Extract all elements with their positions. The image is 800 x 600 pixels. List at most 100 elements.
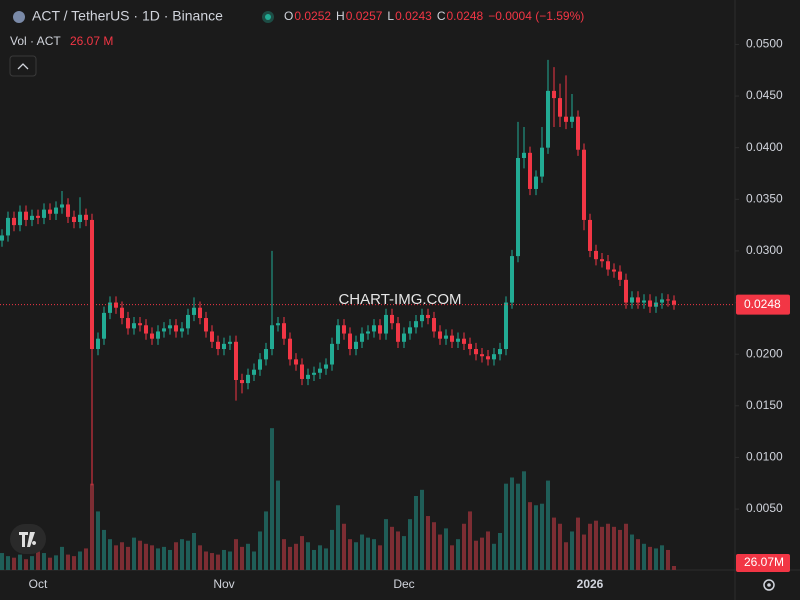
candle-body	[240, 380, 244, 384]
settings-button[interactable]	[763, 579, 775, 591]
volume-bar	[510, 477, 514, 570]
candle-body	[168, 325, 172, 329]
candle-body	[78, 214, 82, 223]
candle-body	[594, 250, 598, 260]
candle-body	[414, 321, 418, 328]
collapse-icon	[17, 63, 29, 70]
candle-body	[186, 314, 190, 329]
candle-body	[6, 217, 10, 236]
volume-bar	[36, 551, 40, 570]
candle-body	[636, 297, 640, 303]
volume-bar	[192, 533, 196, 570]
y-tick-label: 0.0450	[746, 88, 783, 102]
volume-bar	[96, 511, 100, 570]
candle-body	[570, 116, 574, 122]
volume-bar	[534, 505, 538, 570]
candle-body	[534, 176, 538, 189]
volume-bar	[672, 565, 676, 570]
volume-bar	[630, 534, 634, 570]
candle-body	[216, 341, 220, 350]
candle-body	[252, 369, 256, 375]
volume-bar	[246, 543, 250, 570]
volume-bar	[72, 556, 76, 570]
volume-bar	[324, 548, 328, 570]
candle-body	[294, 359, 298, 365]
volume-bar	[384, 519, 388, 570]
plot-area	[0, 43, 739, 570]
candle-body	[246, 374, 250, 384]
volume-bar	[408, 519, 412, 570]
volume-bar	[90, 483, 94, 570]
candle-body	[204, 318, 208, 332]
volume-bar	[18, 554, 22, 570]
volume-bar	[168, 549, 172, 570]
candle-body	[600, 259, 604, 262]
candle-body	[48, 209, 52, 214]
ohlc-letter: H	[336, 9, 345, 23]
candle-body	[522, 152, 526, 158]
candle-body	[480, 354, 484, 357]
volume-value: 26.07 M	[70, 34, 113, 48]
volume-axis-label: 26.07M	[744, 555, 784, 569]
candle-body	[498, 349, 502, 355]
candle-body	[486, 356, 490, 360]
candle-body	[144, 325, 148, 334]
candle-body	[306, 374, 310, 379]
volume-bar	[12, 557, 16, 570]
volume-bar	[456, 539, 460, 570]
volume-bar	[30, 556, 34, 570]
candle-body	[30, 215, 34, 220]
volume-bar	[342, 523, 346, 570]
candle-body	[408, 327, 412, 334]
candle-body	[174, 325, 178, 332]
candle-body	[624, 279, 628, 303]
volume-bar	[144, 543, 148, 570]
candle-body	[138, 323, 142, 326]
volume-bar	[264, 511, 268, 570]
candle-body	[648, 300, 652, 307]
candle-body	[270, 325, 274, 350]
candle-body	[558, 98, 562, 117]
volume-bar	[162, 546, 166, 570]
volume-bar	[504, 483, 508, 570]
volume-bar	[48, 557, 52, 570]
y-tick-label: 0.0050	[746, 501, 783, 515]
candle-body	[288, 338, 292, 360]
candle-body	[360, 333, 364, 342]
y-tick-label: 0.0350	[746, 191, 783, 205]
volume-bar	[372, 539, 376, 570]
candle-body	[546, 90, 550, 148]
volume-bar	[546, 480, 550, 570]
volume-bar	[150, 545, 154, 570]
volume-bar	[582, 534, 586, 570]
candle-body	[90, 219, 94, 350]
candle-body	[234, 341, 238, 380]
candle-body	[96, 338, 100, 350]
last-price-box	[736, 294, 790, 315]
collapse-button[interactable]	[9, 55, 37, 77]
candle-body	[396, 323, 400, 342]
volume-bar	[402, 536, 406, 570]
candle-body	[510, 256, 514, 303]
candle-body	[366, 331, 370, 334]
candle-body	[426, 314, 430, 319]
candle-body	[42, 209, 46, 218]
volume-bar	[558, 523, 562, 570]
candle-body	[474, 349, 478, 355]
candle-body	[228, 341, 232, 344]
logo	[19, 532, 37, 547]
candle-body	[384, 314, 388, 334]
candle-body	[402, 333, 406, 342]
candle-body	[114, 302, 118, 308]
candle-body	[654, 302, 658, 307]
volume-bar	[588, 523, 592, 570]
candle-body	[492, 354, 496, 360]
candle-body	[588, 219, 592, 251]
volume-bar	[564, 542, 568, 570]
candle-body	[444, 335, 448, 339]
volume-bar	[420, 489, 424, 570]
y-tick-label: 0.0100	[746, 450, 783, 464]
volume-bar	[288, 546, 292, 570]
x-tick-label: Dec	[393, 577, 414, 591]
volume-bar	[666, 549, 670, 570]
